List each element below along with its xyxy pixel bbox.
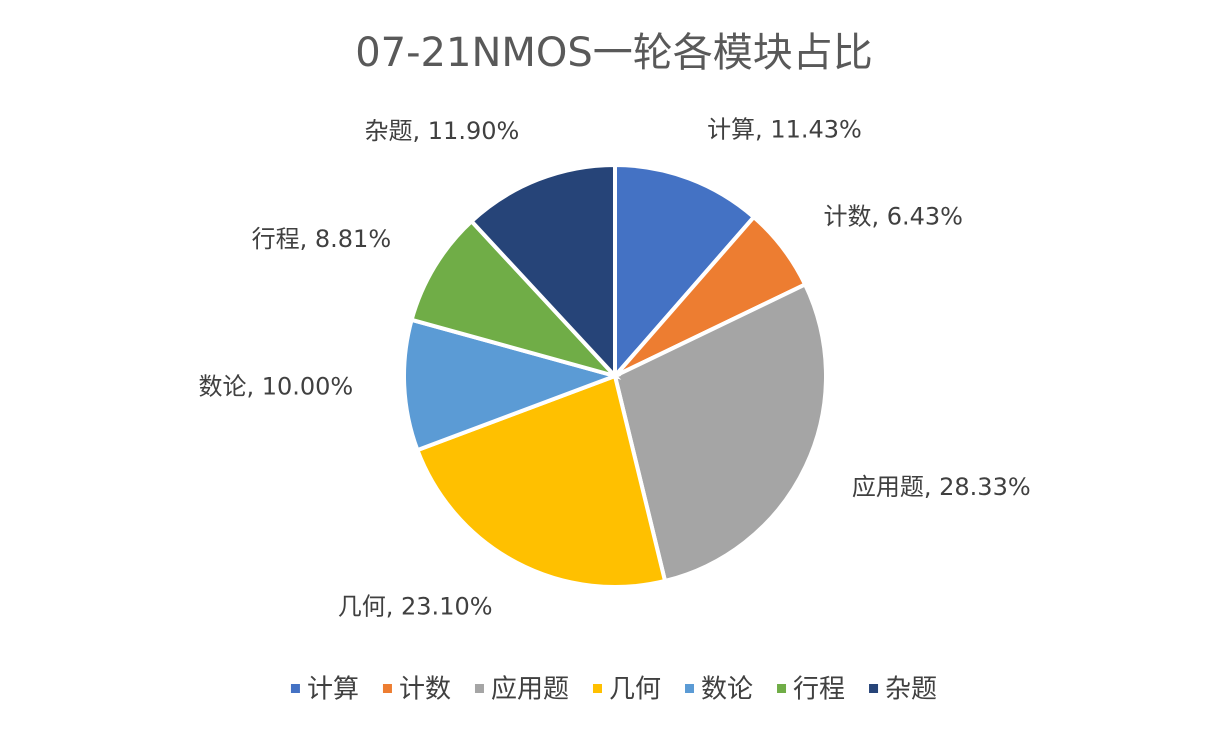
data-label: 计数, 6.43% — [823, 202, 963, 230]
pie-slice — [409, 218, 622, 380]
legend-marker — [777, 684, 787, 693]
legend-marker — [382, 684, 392, 693]
data-label: 行程, 8.81% — [252, 225, 392, 253]
legend-label: 杂题 — [885, 675, 937, 705]
legend-marker — [685, 684, 695, 693]
data-label: 应用题, 28.33% — [852, 473, 1031, 501]
pie-slice — [612, 281, 828, 584]
legend-marker — [592, 684, 602, 693]
legend-label: 行程 — [793, 675, 845, 705]
legend-label: 计算 — [307, 675, 359, 705]
legend-marker — [869, 684, 879, 693]
data-label: 杂题, 11.90% — [365, 117, 520, 145]
legend-label: 应用题 — [491, 675, 569, 705]
data-label: 几何, 23.10% — [338, 593, 493, 621]
pie-slice — [613, 162, 757, 382]
data-label: 数论, 10.00% — [198, 373, 353, 401]
pie-slice — [468, 162, 617, 382]
legend-marker — [474, 684, 484, 693]
chart-title: 07-21NMOS一轮各模块占比 — [355, 30, 873, 76]
data-label: 计算, 11.43% — [707, 116, 862, 144]
pie-slice — [402, 317, 622, 453]
legend-label: 几何 — [609, 675, 661, 705]
legend-label: 计数 — [399, 675, 451, 705]
legend-label: 数论 — [701, 675, 753, 705]
legend-marker — [290, 684, 300, 693]
